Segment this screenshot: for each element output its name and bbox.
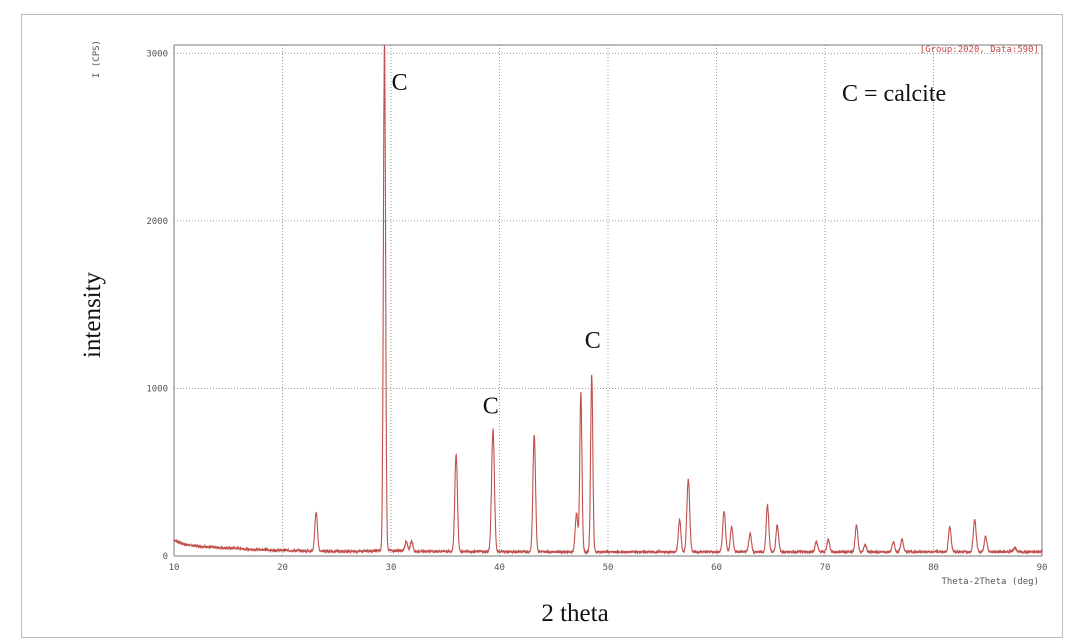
y-axis-title: intensity	[79, 271, 106, 358]
x-tick-label: 40	[494, 563, 505, 573]
chart-frame: 10 20 30 40 50 60 70 80 90 0 1000 2000 3000 C C C I (C…	[21, 14, 1063, 638]
x-tick-label: 20	[277, 563, 288, 573]
y-tick-label: 2000	[146, 217, 168, 227]
x-tick-label: 10	[169, 563, 180, 573]
calcite-peak-label: C	[585, 328, 601, 354]
y-tick-label: 3000	[146, 49, 168, 59]
calcite-peak-label: C	[483, 394, 499, 420]
tick-labels: 10 20 30 40 50 60 70 80 90 0 1000 2000 3000	[146, 49, 1047, 573]
calcite-peak-label: C	[392, 70, 408, 96]
x-tick-label: 90	[1037, 563, 1048, 573]
xrd-pattern-line	[173, 44, 1043, 556]
y-tick-label: 0	[163, 552, 168, 562]
x-axis-title: 2 theta	[541, 600, 608, 627]
y-unit-label: I (CPS)	[92, 40, 102, 78]
y-tick-label: 1000	[146, 384, 168, 394]
annotations: C C C	[392, 70, 601, 419]
x-tick-label: 50	[603, 563, 614, 573]
grid	[174, 45, 1042, 556]
x-tick-label: 30	[386, 563, 397, 573]
x-unit-label: Theta-2Theta (deg)	[941, 577, 1039, 587]
series-group	[173, 44, 1043, 556]
x-tick-label: 60	[711, 563, 722, 573]
group-data-tag: [Group:2020, Data:590]	[920, 45, 1039, 55]
x-tick-label: 70	[820, 563, 831, 573]
x-tick-label: 80	[928, 563, 939, 573]
legend-note: C = calcite	[842, 81, 946, 107]
xrd-pattern-chart: 10 20 30 40 50 60 70 80 90 0 1000 2000 3000 C C C I (C…	[79, 40, 1047, 627]
axes	[173, 44, 1043, 557]
